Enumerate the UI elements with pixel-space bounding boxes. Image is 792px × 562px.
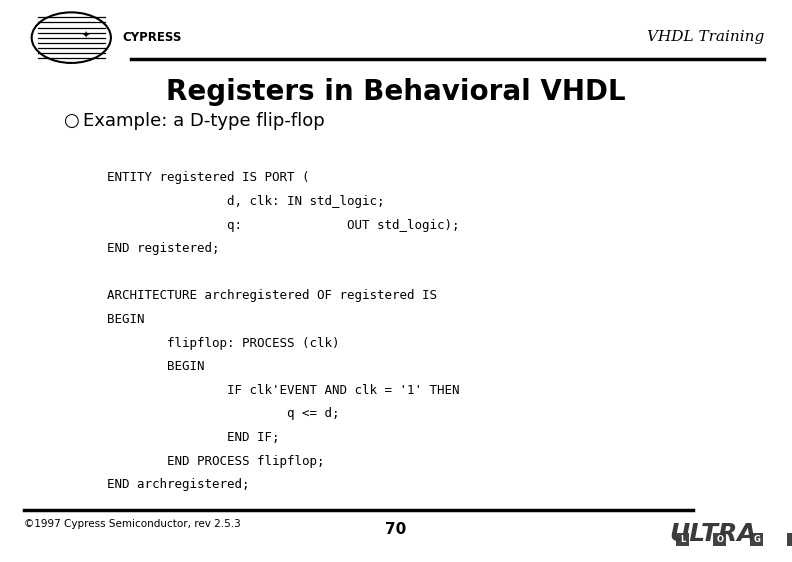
Text: flipflop: PROCESS (clk): flipflop: PROCESS (clk) (107, 337, 340, 350)
FancyBboxPatch shape (676, 533, 689, 546)
Text: CYPRESS: CYPRESS (123, 31, 182, 44)
FancyBboxPatch shape (751, 533, 763, 546)
Text: ✦: ✦ (82, 30, 89, 40)
FancyBboxPatch shape (787, 533, 792, 546)
Text: END archregistered;: END archregistered; (107, 478, 249, 491)
Text: Registers in Behavioral VHDL: Registers in Behavioral VHDL (166, 78, 626, 106)
Text: END IF;: END IF; (107, 431, 280, 444)
Text: END PROCESS flipflop;: END PROCESS flipflop; (107, 455, 325, 468)
FancyBboxPatch shape (714, 533, 726, 546)
Text: BEGIN: BEGIN (107, 360, 204, 373)
Text: IF clk'EVENT AND clk = '1' THEN: IF clk'EVENT AND clk = '1' THEN (107, 384, 459, 397)
Text: q <= d;: q <= d; (107, 407, 340, 420)
Text: BEGIN: BEGIN (107, 313, 144, 326)
Text: G: G (753, 535, 760, 544)
Text: ○: ○ (63, 112, 79, 130)
Text: L: L (680, 535, 685, 544)
Text: ENTITY registered IS PORT (: ENTITY registered IS PORT ( (107, 171, 310, 184)
Text: ULTRA: ULTRA (669, 522, 756, 546)
Text: O: O (716, 535, 723, 544)
Text: ARCHITECTURE archregistered OF registered IS: ARCHITECTURE archregistered OF registere… (107, 289, 437, 302)
Text: d, clk: IN std_logic;: d, clk: IN std_logic; (107, 195, 384, 208)
Text: q:              OUT std_logic);: q: OUT std_logic); (107, 219, 459, 232)
Text: END registered;: END registered; (107, 242, 219, 255)
Text: Example: a D-type flip-flop: Example: a D-type flip-flop (83, 112, 325, 130)
Text: VHDL Training: VHDL Training (647, 30, 764, 43)
Text: ©1997 Cypress Semiconductor, rev 2.5.3: ©1997 Cypress Semiconductor, rev 2.5.3 (24, 519, 241, 529)
Text: 70: 70 (386, 522, 406, 537)
